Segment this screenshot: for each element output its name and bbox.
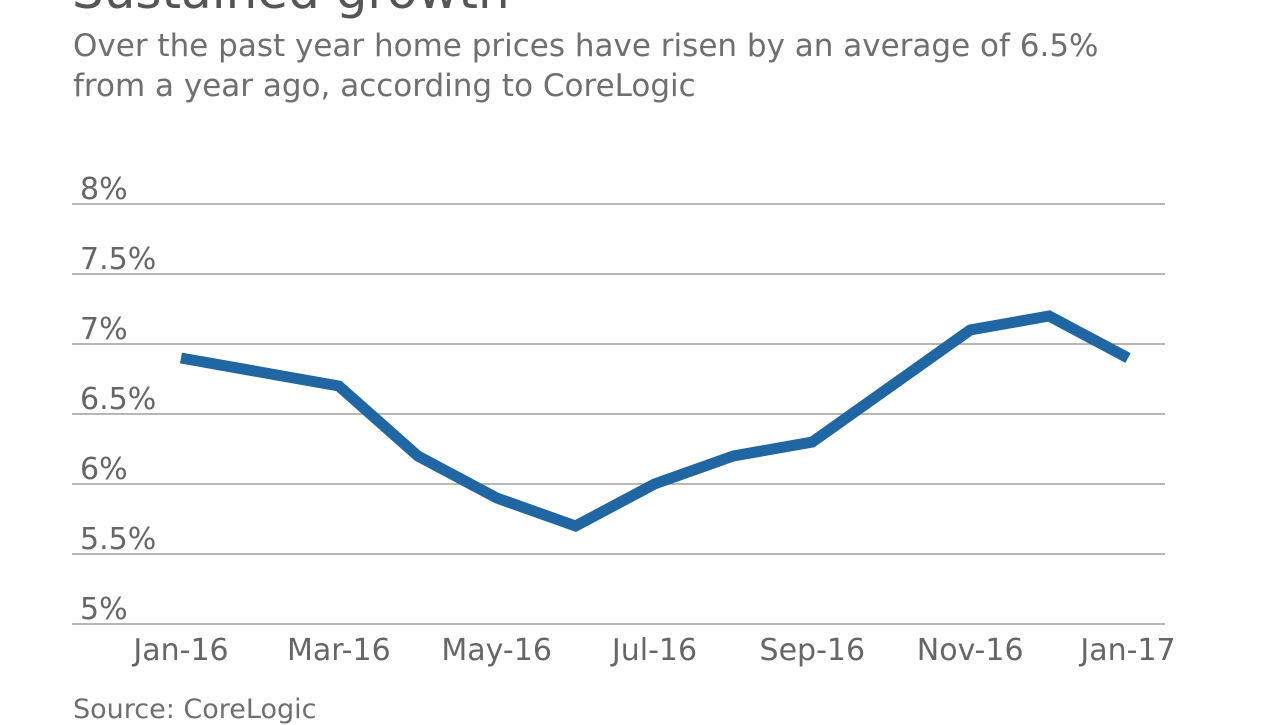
y-tick-label: 5% [80,592,128,627]
y-tick-label: 6.5% [80,382,156,417]
y-tick-label: 8% [80,172,128,207]
series-line [180,310,1131,532]
source-note: Source: CoreLogic [73,694,317,725]
series-group [180,310,1131,532]
x-tick-label: Mar-16 [287,633,391,668]
x-tick-label: Jan-16 [131,633,228,668]
chart-subtitle: Over the past year home prices have rise… [73,28,1099,104]
x-tick-label: Nov-16 [917,633,1024,668]
y-tick-label: 6% [80,452,128,487]
x-axis-ticks: Jan-16 Mar-16 May-16 Jul-16 Sep-16 Nov-16 Jan-… [131,633,1175,668]
chart-title: Sustained growth [72,0,510,16]
gridlines [72,203,1165,625]
x-tick-label: Sep-16 [760,633,866,668]
y-tick-label: 5.5% [80,522,156,557]
x-tick-label: May-16 [441,633,552,668]
y-tick-label: 7.5% [80,242,156,277]
x-tick-label: Jan-17 [1078,633,1175,668]
y-axis-ticks: 8% 7.5% 7% 6.5% 6% 5.5% 5% [80,172,156,627]
x-tick-label: Jul-16 [610,633,697,668]
y-tick-label: 7% [80,312,128,347]
